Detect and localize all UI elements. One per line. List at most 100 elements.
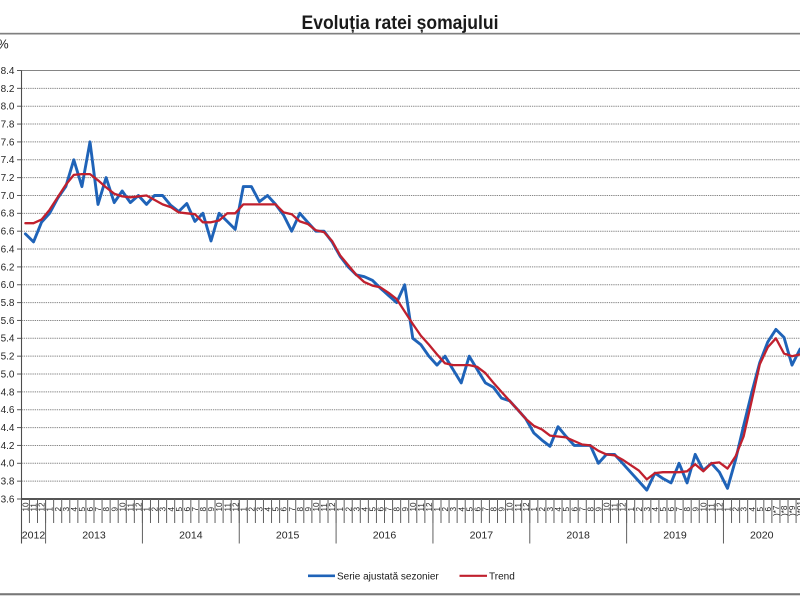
- svg-text:5: 5: [78, 507, 87, 512]
- svg-text:11: 11: [707, 503, 716, 512]
- svg-text:11: 11: [514, 503, 523, 512]
- svg-text:2012: 2012: [22, 531, 46, 542]
- svg-text:4: 4: [167, 507, 176, 512]
- svg-text:2: 2: [538, 507, 547, 512]
- svg-text:8: 8: [296, 507, 305, 512]
- svg-text:7.8: 7.8: [1, 119, 15, 130]
- svg-text:6.2: 6.2: [1, 262, 15, 273]
- svg-text:5.0: 5.0: [1, 369, 15, 380]
- svg-text:7: 7: [191, 507, 200, 512]
- svg-text:3: 3: [546, 507, 555, 512]
- svg-text:6.6: 6.6: [1, 227, 15, 238]
- svg-text:5.2: 5.2: [1, 352, 15, 363]
- svg-text:8: 8: [393, 507, 402, 512]
- svg-text:6: 6: [473, 507, 482, 512]
- svg-text:10: 10: [118, 502, 127, 512]
- svg-text:7: 7: [675, 507, 684, 512]
- svg-text:11: 11: [126, 503, 135, 512]
- svg-text:1: 1: [336, 507, 345, 512]
- svg-text:9: 9: [691, 507, 700, 512]
- svg-text:10: 10: [603, 502, 612, 512]
- svg-text:%: %: [0, 38, 9, 52]
- svg-text:4.2: 4.2: [1, 441, 15, 452]
- svg-text:8: 8: [683, 507, 692, 512]
- svg-text:4.0: 4.0: [1, 459, 15, 470]
- svg-text:2014: 2014: [179, 531, 203, 542]
- svg-text:2: 2: [247, 507, 256, 512]
- svg-text:8.0: 8.0: [1, 102, 15, 113]
- svg-text:10: 10: [215, 502, 224, 512]
- svg-text:)*8: )*8: [780, 505, 789, 516]
- svg-text:Evoluția ratei șomajului: Evoluția ratei șomajului: [302, 12, 499, 34]
- svg-text:11: 11: [611, 503, 620, 512]
- svg-text:4.4: 4.4: [1, 423, 15, 434]
- svg-text:6: 6: [764, 507, 773, 512]
- svg-text:12: 12: [38, 502, 47, 512]
- svg-text:9: 9: [304, 507, 313, 512]
- svg-text:1: 1: [433, 507, 442, 512]
- svg-text:1: 1: [530, 507, 539, 512]
- svg-text:5.4: 5.4: [1, 334, 15, 345]
- svg-text:4: 4: [554, 507, 563, 512]
- svg-text:8: 8: [490, 507, 499, 512]
- svg-text:4: 4: [748, 507, 757, 512]
- svg-text:9: 9: [207, 507, 216, 512]
- svg-text:8.2: 8.2: [1, 84, 15, 95]
- svg-text:8: 8: [586, 507, 595, 512]
- svg-text:9: 9: [401, 507, 410, 512]
- svg-text:6.4: 6.4: [1, 244, 15, 255]
- svg-text:2: 2: [344, 507, 353, 512]
- svg-text:6: 6: [86, 507, 95, 512]
- svg-text:Serie ajustată sezonier: Serie ajustată sezonier: [337, 571, 439, 582]
- svg-text:5: 5: [465, 507, 474, 512]
- svg-text:1: 1: [627, 507, 636, 512]
- svg-text:2015: 2015: [276, 531, 300, 542]
- svg-text:4: 4: [651, 507, 660, 512]
- svg-text:6.0: 6.0: [1, 280, 15, 291]
- svg-text:6: 6: [667, 507, 676, 512]
- svg-text:12: 12: [425, 502, 434, 512]
- svg-text:)*7: )*7: [772, 505, 781, 516]
- svg-text:11: 11: [320, 503, 329, 512]
- svg-text:1: 1: [46, 507, 55, 512]
- svg-text:9: 9: [498, 507, 507, 512]
- svg-text:8: 8: [199, 507, 208, 512]
- svg-text:2: 2: [732, 507, 741, 512]
- svg-text:9: 9: [110, 507, 119, 512]
- svg-text:5.8: 5.8: [1, 298, 15, 309]
- svg-text:12: 12: [328, 502, 337, 512]
- svg-text:5: 5: [562, 507, 571, 512]
- svg-text:3: 3: [62, 507, 71, 512]
- svg-text:12: 12: [231, 502, 240, 512]
- svg-text:3.8: 3.8: [1, 477, 15, 488]
- svg-text:5.6: 5.6: [1, 316, 15, 327]
- svg-text:10: 10: [506, 502, 515, 512]
- svg-text:2: 2: [54, 507, 63, 512]
- svg-text:12: 12: [522, 502, 531, 512]
- svg-text:)*9: )*9: [788, 505, 797, 516]
- svg-text:7.0: 7.0: [1, 191, 15, 202]
- svg-text:4: 4: [70, 507, 79, 512]
- svg-text:4.8: 4.8: [1, 387, 15, 398]
- svg-text:2018: 2018: [566, 531, 590, 542]
- svg-text:6: 6: [570, 507, 579, 512]
- svg-text:3: 3: [643, 507, 652, 512]
- svg-text:3: 3: [740, 507, 749, 512]
- svg-text:10: 10: [22, 502, 31, 512]
- svg-text:7: 7: [94, 507, 103, 512]
- svg-text:7: 7: [288, 507, 297, 512]
- svg-text:2020: 2020: [750, 531, 774, 542]
- svg-text:Trend: Trend: [489, 571, 515, 582]
- svg-text:11: 11: [223, 503, 232, 512]
- svg-text:3: 3: [449, 507, 458, 512]
- svg-text:8.4: 8.4: [1, 66, 15, 77]
- svg-text:3: 3: [352, 507, 361, 512]
- svg-text:7.2: 7.2: [1, 173, 15, 184]
- svg-text:5: 5: [756, 507, 765, 512]
- svg-text:11: 11: [417, 503, 426, 512]
- svg-text:5: 5: [659, 507, 668, 512]
- svg-text:)*01: )*01: [796, 501, 800, 516]
- svg-text:10: 10: [699, 502, 708, 512]
- svg-text:2: 2: [151, 507, 160, 512]
- svg-text:6: 6: [183, 507, 192, 512]
